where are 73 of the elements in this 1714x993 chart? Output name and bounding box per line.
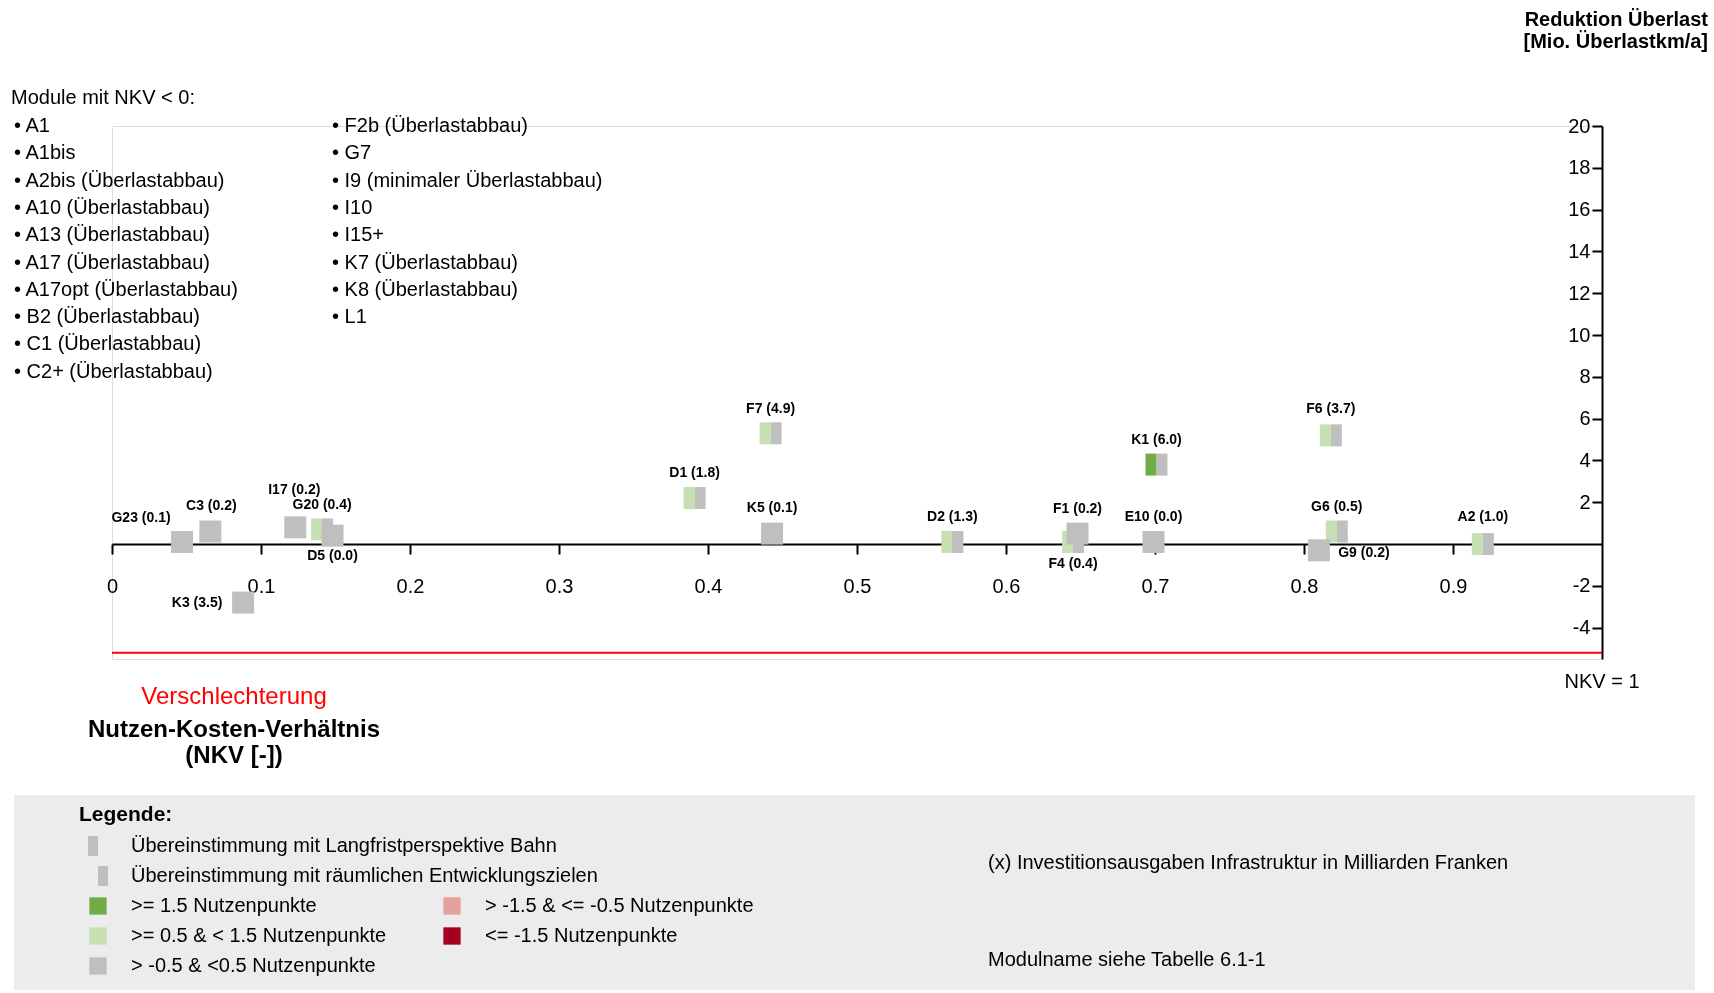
annotation: • A17 (Überlastabbau)	[14, 250, 211, 273]
x-tick-label: 0.2	[396, 574, 425, 597]
annotation: • F2b (Überlastabbau)	[332, 114, 528, 136]
y-axis-title: Reduktion Überlast [Mio. Überlastkm/a]	[1523, 8, 1709, 52]
annotation: G9 (0.2)	[1338, 544, 1390, 561]
x-tick-label: 0	[106, 574, 119, 597]
y-tick-label: 12	[1568, 281, 1591, 304]
annotation: • C1 (Überlastabbau)	[14, 332, 202, 355]
annotation: • K7 (Überlastabbau)	[332, 250, 518, 273]
y-tick-label: -2	[1572, 574, 1591, 597]
annotation: K3 (3.5)	[171, 593, 223, 610]
annotation: I17 (0.2)	[268, 481, 321, 498]
annotation: • C2+ (Überlastabbau)	[14, 359, 213, 382]
annotation: K5 (0.1)	[746, 498, 798, 515]
legend-label: <= -1.5 Nutzenpunkte	[485, 924, 678, 946]
annotation: • A13 (Überlastabbau)	[14, 223, 211, 246]
x-tick-label: 0.6	[992, 574, 1021, 597]
legend-title: Legende:	[79, 802, 173, 825]
annotation: E10 (0.0)	[1124, 507, 1183, 524]
annotation: • K8 (Überlastabbau)	[332, 277, 518, 300]
text: NKV = 1	[1564, 670, 1640, 692]
y-tick-label: 4	[1579, 448, 1591, 471]
ref-line-label: Verschlechterung	[141, 681, 327, 709]
x-tick-label: 0.4	[694, 574, 723, 597]
text: (x) Investitionsausgaben Infrastruktur in Milliarden Franken	[988, 851, 1509, 873]
legend-label: >= 1.5 Nutzenpunkte	[131, 894, 317, 916]
annotation: • L1	[332, 305, 367, 328]
x-tick-label: 0.9	[1439, 574, 1468, 597]
annotation: F4 (0.4)	[1048, 554, 1098, 571]
annotation: • B2 (Überlastabbau)	[14, 305, 200, 328]
text: Module mit NKV < 0:	[11, 86, 195, 108]
legend-label: > -0.5 & <0.5 Nutzenpunkte	[131, 954, 376, 976]
annotation: G20 (0.4)	[292, 496, 352, 513]
legend-label: Übereinstimmung mit Langfristperspektive Bahn	[131, 834, 557, 856]
annotation: A2 (1.0)	[1457, 508, 1509, 525]
y-tick-label: -4	[1572, 616, 1591, 639]
y-tick-label: 18	[1568, 156, 1591, 179]
text: • A1	[14, 114, 50, 136]
y-tick-label: 10	[1568, 323, 1591, 346]
annotation: F6 (3.7)	[1306, 400, 1356, 417]
annotation: D5 (0.0)	[307, 546, 358, 563]
x-axis-title: Nutzen-Kosten-Verhältnis (NKV [-])	[87, 715, 381, 768]
y-tick-label: 8	[1579, 365, 1591, 388]
annotation: • A10 (Überlastabbau)	[14, 195, 211, 218]
text: Modulname siehe Tabelle 6.1-1	[988, 948, 1266, 970]
y-tick-label: 20	[1568, 114, 1591, 137]
x-tick-label: 0.1	[247, 574, 276, 597]
annotation: • A2bis (Überlastabbau)	[14, 168, 225, 191]
y-tick-label: 2	[1579, 490, 1591, 513]
x-tick-label: 0.3	[545, 574, 574, 597]
annotation: • I15+	[332, 223, 385, 246]
legend-label: > -1.5 & <= -0.5 Nutzenpunkte	[485, 894, 754, 916]
y-tick-label: 16	[1568, 198, 1591, 221]
annotation: F7 (4.9)	[746, 400, 796, 417]
y-tick-label: 14	[1568, 239, 1591, 262]
annotation: • A17opt (Überlastabbau)	[14, 277, 238, 300]
x-tick-label: 0.7	[1141, 574, 1170, 597]
annotation: K1 (6.0)	[1131, 430, 1182, 447]
annotation: D1 (1.8)	[669, 464, 720, 481]
annotation: • I9 (minimaler Überlastabbau)	[332, 168, 603, 191]
annotation: G23 (0.1)	[111, 508, 171, 525]
x-tick-label: 0.8	[1290, 574, 1319, 597]
legend-label: >= 0.5 & < 1.5 Nutzenpunkte	[131, 924, 387, 946]
text: • A1bis	[14, 141, 76, 164]
x-tick-label: 0.5	[843, 574, 872, 597]
annotation: • G7	[332, 141, 372, 164]
annotation: F1 (0.2)	[1053, 499, 1103, 516]
annotation: • I10	[332, 195, 373, 218]
legend-label: Übereinstimmung mit räumlichen Entwicklungszielen	[131, 864, 598, 886]
annotation: G6 (0.5)	[1311, 498, 1363, 515]
annotation: C3 (0.2)	[186, 497, 237, 514]
annotation: D2 (1.3)	[927, 507, 978, 524]
y-tick-label: 6	[1579, 407, 1591, 430]
